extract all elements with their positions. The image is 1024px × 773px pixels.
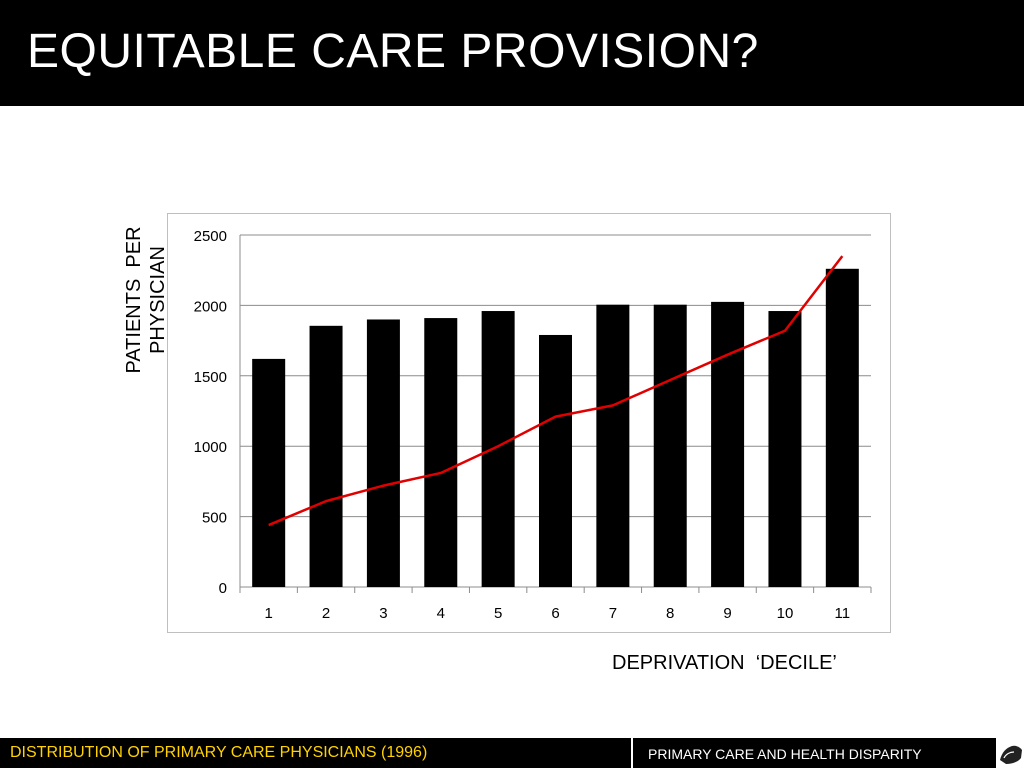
bar	[653, 304, 687, 587]
x-tick-label: 8	[666, 605, 674, 622]
bar	[539, 334, 572, 587]
footer-bar: DISTRIBUTION OF PRIMARY CARE PHYSICIANS …	[0, 738, 1024, 768]
bar	[252, 358, 286, 587]
y-tick-label: 1500	[194, 369, 227, 386]
y-axis-label: PATIENTS PER PHYSICIAN	[123, 226, 169, 374]
x-tick-label: 3	[379, 605, 387, 622]
x-tick-label: 2	[322, 605, 330, 622]
x-axis-label: DEPRIVATION ‘DECILE’	[612, 652, 837, 674]
footer-left-text: DISTRIBUTION OF PRIMARY CARE PHYSICIANS …	[10, 744, 428, 761]
y-tick-label: 1000	[194, 439, 227, 456]
bar	[711, 301, 745, 587]
y-tick-label: 0	[219, 580, 227, 597]
footer-divider	[631, 738, 633, 768]
x-tick-label: 1	[265, 605, 273, 622]
x-tick-label: 9	[723, 605, 731, 622]
bar	[424, 318, 458, 587]
footer-right-text: PRIMARY CARE AND HEALTH DISPARITY	[648, 746, 922, 762]
x-tick-label: 7	[609, 605, 617, 622]
y-tick-label: 500	[202, 510, 227, 527]
x-tick-label: 10	[777, 605, 794, 622]
bar	[825, 268, 859, 587]
globe-logo-icon	[996, 738, 1024, 768]
title-bar: EQUITABLE CARE PROVISION?	[0, 0, 1024, 106]
x-tick-label: 6	[551, 605, 559, 622]
slide-title: EQUITABLE CARE PROVISION?	[27, 25, 759, 78]
x-tick-label: 5	[494, 605, 502, 622]
x-tick-label: 4	[437, 605, 445, 622]
x-tick-label: 11	[835, 605, 851, 622]
bar	[481, 311, 515, 587]
bar	[309, 325, 343, 587]
bar	[366, 319, 400, 587]
y-tick-label: 2500	[194, 228, 227, 245]
y-tick-label: 2000	[194, 298, 227, 315]
bar	[596, 304, 630, 587]
bar	[768, 311, 802, 587]
series-line	[268, 255, 844, 527]
